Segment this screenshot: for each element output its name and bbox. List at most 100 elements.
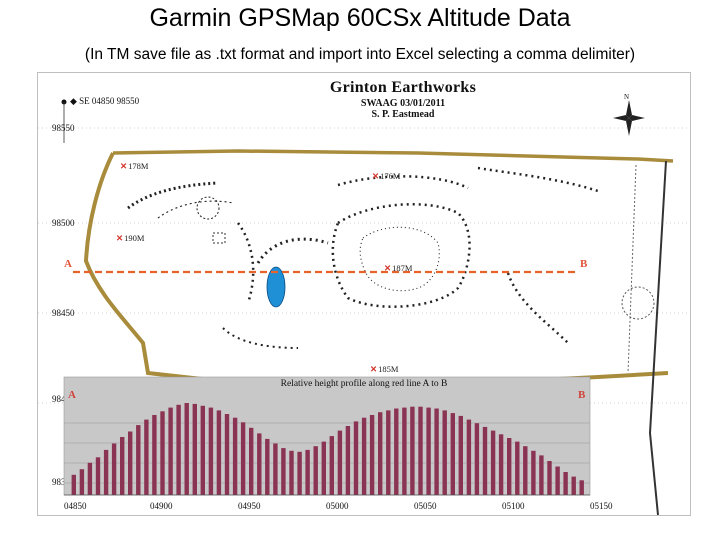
survey-map: Grinton Earthworks SWAAG 03/01/2011 S. P…: [37, 72, 691, 516]
profile-bar: [523, 446, 528, 495]
profile-bar: [305, 449, 310, 495]
profile-bar: [79, 469, 85, 495]
northing-label: 98450: [52, 308, 75, 318]
slide-title: Garmin GPSMap 60CSx Altitude Data: [149, 4, 571, 32]
profile-bar: [273, 443, 278, 495]
profile-bar: [466, 419, 472, 495]
profile-bar: [361, 417, 367, 495]
profile-bar: [337, 430, 343, 495]
profile-bar: [297, 451, 302, 495]
profile-bar: [128, 431, 133, 495]
easting-label: 04900: [150, 501, 173, 511]
earthwork-hachures: [127, 166, 599, 349]
profile-bar: [555, 466, 560, 495]
profile-bar: [418, 406, 423, 495]
profile-bar: [144, 419, 149, 495]
profile-bar: [442, 410, 447, 495]
profile-title: Relative height profile along red line A…: [280, 379, 448, 389]
profile-bar: [95, 457, 101, 495]
easting-label: 05050: [414, 501, 437, 511]
map-author: S. P. Eastmead: [371, 109, 435, 120]
profile-bar: [402, 407, 407, 495]
profile-bar: [120, 437, 125, 495]
field-boundary: [83, 152, 669, 391]
profile-bar: [394, 408, 399, 495]
profile-bar: [111, 443, 117, 495]
line-end-label: B: [580, 258, 588, 270]
profile-bar: [232, 417, 238, 495]
profile-bar: [136, 425, 141, 495]
profile-start-label: A: [68, 389, 76, 401]
profile-bar: [345, 426, 351, 495]
map-title-block: Grinton Earthworks SWAAG 03/01/2011 S. P…: [328, 79, 478, 120]
spot-height-label: ✕187M: [384, 263, 413, 273]
profile-bar: [426, 407, 431, 495]
track-line: [648, 160, 667, 515]
profile-bar: [450, 413, 455, 495]
profile-bar: [579, 480, 584, 495]
profile-bar: [353, 421, 359, 495]
profile-bar: [378, 412, 383, 495]
profile-bar: [168, 407, 173, 495]
profile-bar: [240, 422, 246, 495]
pond: [266, 266, 286, 308]
profile-bar: [321, 441, 326, 495]
profile-bar: [490, 430, 496, 495]
height-profile-chart: [63, 376, 591, 496]
profile-bar: [369, 415, 375, 495]
profile-bar: [152, 415, 157, 495]
field-boundary-top: [112, 149, 674, 163]
profile-bar: [281, 448, 286, 495]
profile-bar: [458, 415, 463, 495]
profile-bar: [434, 408, 439, 495]
profile-bar: [103, 449, 109, 495]
profile-end-label: B: [578, 389, 586, 401]
profile-bar: [482, 426, 488, 495]
profile-bar: [563, 472, 568, 495]
profile-bar: [531, 450, 536, 495]
profile-bar: [257, 433, 262, 495]
northing-label: 98350: [52, 477, 75, 487]
profile-bar: [249, 427, 254, 495]
easting-label: 04950: [238, 501, 261, 511]
profile-bar: [386, 410, 391, 495]
profile-bar: [87, 462, 93, 495]
profile-bar: [224, 414, 230, 495]
easting-label: 05100: [502, 501, 525, 511]
map-title: Grinton Earthworks: [329, 79, 477, 96]
easting-label: 05000: [326, 501, 349, 511]
map-org-date: SWAAG 03/01/2011: [360, 98, 446, 109]
profile-bar: [184, 403, 189, 495]
profile-bar: [515, 441, 520, 495]
easting-label: 04850: [64, 501, 87, 511]
profile-bar: [289, 450, 294, 495]
profile-bar: [329, 436, 334, 495]
profile-bar: [313, 446, 318, 495]
profile-bar: [160, 411, 165, 495]
north-label: N: [624, 93, 630, 101]
grid-reference: ◆ SE 04850 98550: [70, 96, 140, 106]
profile-bar: [498, 434, 504, 495]
profile-bar: [176, 404, 181, 495]
spot-height-label: ✕178M: [120, 161, 149, 171]
profile-bar: [547, 461, 552, 495]
profile-bar: [200, 405, 205, 495]
spot-height-label: ✕190M: [116, 233, 145, 243]
profile-bar: [216, 410, 222, 495]
profile-bar: [208, 407, 214, 495]
northing-label: 98400: [52, 394, 75, 404]
profile-bar: [571, 476, 576, 495]
profile-bar: [539, 455, 544, 495]
profile-bars: [71, 403, 584, 495]
compass-rose-icon: [613, 100, 645, 136]
profile-bar: [474, 423, 480, 495]
profile-bar: [507, 438, 512, 495]
profile-bar: [71, 474, 76, 495]
slide-subtitle: (In TM save file as .txt format and impo…: [84, 46, 636, 63]
northing-label: 98550: [52, 123, 75, 133]
profile-bar: [410, 406, 415, 495]
profile-bar: [265, 438, 270, 495]
spot-height-label: ✕176M: [372, 171, 401, 181]
northing-label: 98500: [52, 218, 75, 228]
line-start-label: A: [64, 258, 72, 270]
